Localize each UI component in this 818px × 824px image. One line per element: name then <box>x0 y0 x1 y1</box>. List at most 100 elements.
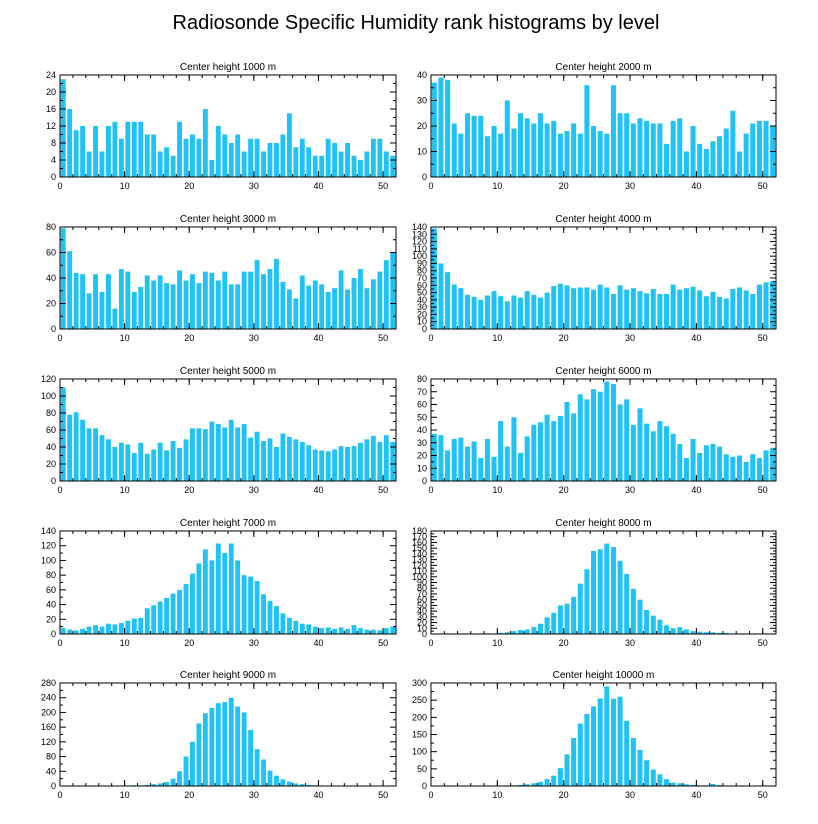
histogram-bar <box>624 113 630 177</box>
histogram-bar <box>261 759 266 786</box>
histogram-bar <box>312 626 318 634</box>
histogram-bar <box>312 449 318 481</box>
histogram-bar <box>183 280 189 329</box>
histogram-bar <box>293 783 299 786</box>
histogram-bar <box>750 454 756 481</box>
x-tick-label: 10 <box>492 638 502 648</box>
y-tick-label: 40 <box>417 295 427 305</box>
histogram-bar <box>657 774 663 786</box>
histogram-bar <box>60 387 66 481</box>
histogram-bar <box>254 581 260 634</box>
y-tick-label: 30 <box>417 302 427 312</box>
histogram-bar <box>478 458 484 481</box>
y-tick-label: 80 <box>46 570 56 580</box>
y-tick-label: 10 <box>417 463 427 473</box>
histogram-bar <box>332 628 338 634</box>
histogram-bar <box>338 446 344 481</box>
histogram-bar <box>664 625 670 634</box>
panel-title: Center height 4000 m <box>555 214 651 225</box>
histogram-bar <box>60 79 66 177</box>
histogram-bar <box>637 118 643 177</box>
histogram-bar <box>157 601 163 634</box>
histogram-bar <box>445 80 451 177</box>
histogram-bar <box>703 148 709 177</box>
histogram-bar <box>544 123 550 177</box>
histogram-bar <box>67 251 73 329</box>
histogram-bar <box>177 121 182 177</box>
x-tick-label: 0 <box>57 181 62 191</box>
histogram-bar <box>670 284 676 329</box>
x-tick-label: 30 <box>249 333 259 343</box>
x-tick-label: 20 <box>184 333 194 343</box>
y-tick-label: 70 <box>417 273 427 283</box>
histogram-bar <box>202 271 208 330</box>
histogram-bar <box>524 436 530 482</box>
histogram-bar <box>106 274 111 329</box>
histogram-bar <box>338 270 344 329</box>
y-tick-label: 100 <box>41 555 56 565</box>
y-tick-label: 40 <box>417 425 427 435</box>
histogram-bar <box>306 784 312 786</box>
histogram-bar <box>591 289 597 329</box>
histogram-bar <box>763 282 769 329</box>
histogram-bar <box>657 619 663 634</box>
panel-6: Center height 6000 m 0 10 20 30 40 50 0 10 20 30 40… <box>417 366 777 495</box>
y-tick-label: 240 <box>41 693 56 703</box>
histogram-bar <box>370 629 376 634</box>
histogram-bar <box>670 782 676 786</box>
histogram-bar <box>390 441 396 481</box>
histogram-bar <box>364 629 370 634</box>
histogram-bar <box>703 632 709 634</box>
histogram-bar <box>125 620 131 634</box>
x-tick-label: 10 <box>120 790 130 800</box>
histogram-bar <box>306 624 312 634</box>
histogram-bar <box>286 436 292 481</box>
histogram-bar <box>597 549 603 634</box>
histogram-bar <box>644 609 650 634</box>
panel-7: Center height 7000 m 0 10 20 30 40 50 0 20 40 60 80… <box>41 518 397 648</box>
x-tick-label: 40 <box>313 333 323 343</box>
histogram-bar <box>451 284 457 329</box>
histogram-bar <box>157 783 163 786</box>
histogram-bar <box>438 263 444 329</box>
x-tick-label: 10 <box>120 485 130 495</box>
histogram-bar <box>209 708 215 786</box>
x-tick-label: 40 <box>691 333 701 343</box>
histogram-bar <box>138 286 144 329</box>
y-tick-label: 30 <box>417 96 427 106</box>
histogram-bar <box>577 133 583 177</box>
panel-5: Center height 5000 m 0 10 20 30 40 50 0 20 40 60 80… <box>41 366 397 495</box>
y-tick-label: 0 <box>422 781 427 791</box>
histogram-bar <box>537 781 543 786</box>
histogram-bar <box>743 133 749 177</box>
histogram-bar <box>610 547 616 634</box>
histogram-bar <box>571 596 577 634</box>
histogram-bar <box>743 290 749 329</box>
y-tick-label: 200 <box>41 707 56 717</box>
histogram-bar <box>164 283 170 329</box>
y-tick-label: 20 <box>417 451 427 461</box>
y-tick-label: 24 <box>46 70 56 80</box>
panel-title: Center height 6000 m <box>555 366 651 377</box>
histogram-bar <box>617 560 623 634</box>
histogram-bar <box>624 289 630 329</box>
y-tick-label: 50 <box>417 600 427 610</box>
histogram-bar <box>202 549 208 634</box>
histogram-bar <box>332 288 338 329</box>
histogram-bar <box>106 623 111 634</box>
histogram-bar <box>170 441 176 481</box>
y-tick-label: 80 <box>46 408 56 418</box>
histogram-bar <box>756 120 762 177</box>
x-tick-label: 0 <box>57 333 62 343</box>
histogram-bar <box>491 126 497 177</box>
histogram-bar <box>351 155 357 177</box>
x-tick-label: 50 <box>758 333 768 343</box>
panel-title: Center height 8000 m <box>555 518 651 529</box>
histogram-bar <box>504 100 510 177</box>
x-tick-label: 20 <box>559 485 569 495</box>
histogram-bar <box>736 151 743 177</box>
histogram-bar <box>228 697 234 786</box>
histogram-bar <box>183 439 189 481</box>
histogram-bar <box>370 138 376 177</box>
histogram-bar <box>138 121 144 177</box>
